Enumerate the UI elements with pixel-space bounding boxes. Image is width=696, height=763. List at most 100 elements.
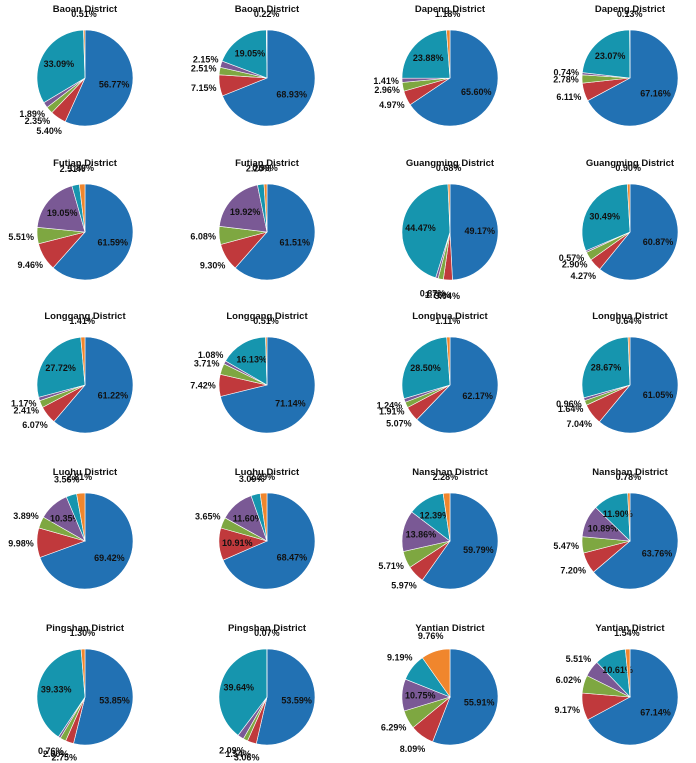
slice-label: 2.28% xyxy=(433,472,459,482)
slice-label: 3.06% xyxy=(234,753,260,763)
pie-chart-4: Dapeng District 67.16% 6.11% 2.78%0.74% 23.0… xyxy=(553,4,679,127)
slice-label: 19.92% xyxy=(230,207,261,217)
slice-label: 53.85% xyxy=(99,696,130,706)
slice-label: 3.65% xyxy=(195,512,221,522)
pie-slice xyxy=(581,336,631,399)
slice-label: 59.79% xyxy=(463,545,494,555)
slice-label: 2.35% xyxy=(25,116,51,126)
pie-slice xyxy=(587,648,679,746)
pie-slice xyxy=(219,184,268,233)
slice-label: 1.30% xyxy=(70,628,96,638)
slice-label: 2.29% xyxy=(250,472,276,482)
pie-chart-3: Dapeng District 65.60% 4.97% 2.96%1.41% 23.8… xyxy=(373,4,499,127)
slice-label: 10.89% xyxy=(588,524,619,534)
slice-label: 0.22% xyxy=(254,9,280,19)
slice-label: 33.09% xyxy=(44,59,75,69)
slice-label: 2.96% xyxy=(374,85,400,95)
slice-label: 23.07% xyxy=(595,51,626,61)
slice-label: 0.90% xyxy=(615,163,641,173)
pie-slice xyxy=(263,183,268,233)
slice-label: 10.75% xyxy=(405,691,436,701)
slice-label: 10.61% xyxy=(602,665,633,675)
pie-slice xyxy=(401,183,451,279)
slice-label: 0.51% xyxy=(71,9,97,19)
pie-slice xyxy=(599,183,679,281)
slice-label: 0.68% xyxy=(436,163,462,173)
pie-chart-1: Baoan District 56.77% 5.40%2.35%1.89% 33.09… xyxy=(19,4,134,136)
slice-label: 5.07% xyxy=(386,419,412,429)
slice-label: 39.64% xyxy=(224,683,255,693)
slice-label: 1.41% xyxy=(373,76,399,86)
slice-label: 1.89% xyxy=(68,163,94,173)
slice-label: 7.42% xyxy=(190,381,216,391)
pie-chart-15: Nanshan District 59.79% 5.97% 5.71% 13.86% 12… xyxy=(378,467,499,591)
pie-slice xyxy=(266,29,268,79)
pie-slice xyxy=(587,29,679,127)
slice-label: 39.33% xyxy=(41,685,72,695)
slice-label: 2.90% xyxy=(562,259,588,269)
slice-label: 2.15% xyxy=(193,55,219,65)
slice-label: 3.56% xyxy=(54,475,80,485)
slice-label: 55.91% xyxy=(464,698,495,708)
slice-label: 1.91% xyxy=(379,407,405,417)
slice-label: 61.05% xyxy=(643,390,674,400)
slice-label: 19.05% xyxy=(47,208,78,218)
slice-label: 10.35% xyxy=(50,514,81,524)
pie-slice xyxy=(78,183,86,233)
pie-slice xyxy=(581,183,631,252)
chart-title: Nanshan District xyxy=(592,467,668,478)
slice-label: 23.88% xyxy=(413,53,444,63)
chart-title: Longhua District xyxy=(412,311,488,322)
slice-label: 10.91% xyxy=(222,538,253,548)
slice-label: 19.05% xyxy=(235,49,266,59)
pie-slice xyxy=(593,492,679,590)
slice-label: 44.47% xyxy=(405,223,436,233)
slice-label: 9.76% xyxy=(418,631,444,641)
pie-slice xyxy=(52,183,134,281)
pie-slice xyxy=(225,336,268,386)
pie-slice xyxy=(36,648,86,738)
slice-label: 2.78% xyxy=(553,74,579,84)
pie-slice xyxy=(255,648,316,746)
slice-label: 1.24% xyxy=(377,401,403,411)
pie-chart-9: Longgang District 61.22% 6.07% 2.41%1.17% 27… xyxy=(11,311,134,434)
pie-chart-14: Luohu District 68.47% 10.91% 3.65% 11.60% 3.0… xyxy=(195,467,316,590)
slice-label: 0.96% xyxy=(556,399,582,409)
chart-title: Pingshan District xyxy=(228,623,307,634)
slice-label: 11.90% xyxy=(603,509,633,519)
pie-slice xyxy=(64,29,134,127)
slice-label: 5.47% xyxy=(553,541,579,551)
chart-title: Yantian District xyxy=(415,623,485,634)
pie-slice xyxy=(627,336,631,386)
pie-slice xyxy=(220,336,316,434)
slice-label: 30.49% xyxy=(589,211,620,221)
slice-label: 60.87% xyxy=(643,237,674,247)
pie-slice xyxy=(446,336,451,386)
chart-title: Yantian District xyxy=(595,623,665,634)
slice-label: 9.30% xyxy=(200,261,226,271)
pie-slice xyxy=(36,185,86,233)
chart-title: Luohu District xyxy=(53,467,118,478)
pie-slice xyxy=(401,29,451,79)
pie-slice xyxy=(442,492,451,542)
pie-chart-2: Baoan District 68.93% 7.15% 2.51%2.15% 19.05… xyxy=(191,4,316,127)
slice-label: 5.51% xyxy=(566,654,592,664)
slice-label: 0.74% xyxy=(554,67,580,77)
slice-label: 27.72% xyxy=(45,363,76,373)
pie-chart-6: Futian District 61.51% 9.30% 6.08% 19.92% 2.2… xyxy=(190,158,316,281)
slice-label: 49.17% xyxy=(465,226,496,236)
slice-label: 9.46% xyxy=(18,260,44,270)
pie-slice xyxy=(627,492,631,542)
slice-label: 3.89% xyxy=(13,511,39,521)
pie-slice xyxy=(446,29,451,79)
slice-label: 9.19% xyxy=(387,652,413,662)
slice-label: 16.13% xyxy=(236,355,267,365)
slice-label: 67.16% xyxy=(640,88,671,98)
slice-label: 62.17% xyxy=(462,391,493,401)
pie-slice xyxy=(449,183,499,281)
pie-slice xyxy=(432,648,499,746)
slice-label: 61.22% xyxy=(98,390,129,400)
chart-title: Futian District xyxy=(235,158,300,169)
slice-label: 5.71% xyxy=(378,561,404,571)
slice-label: 13.86% xyxy=(406,530,437,540)
